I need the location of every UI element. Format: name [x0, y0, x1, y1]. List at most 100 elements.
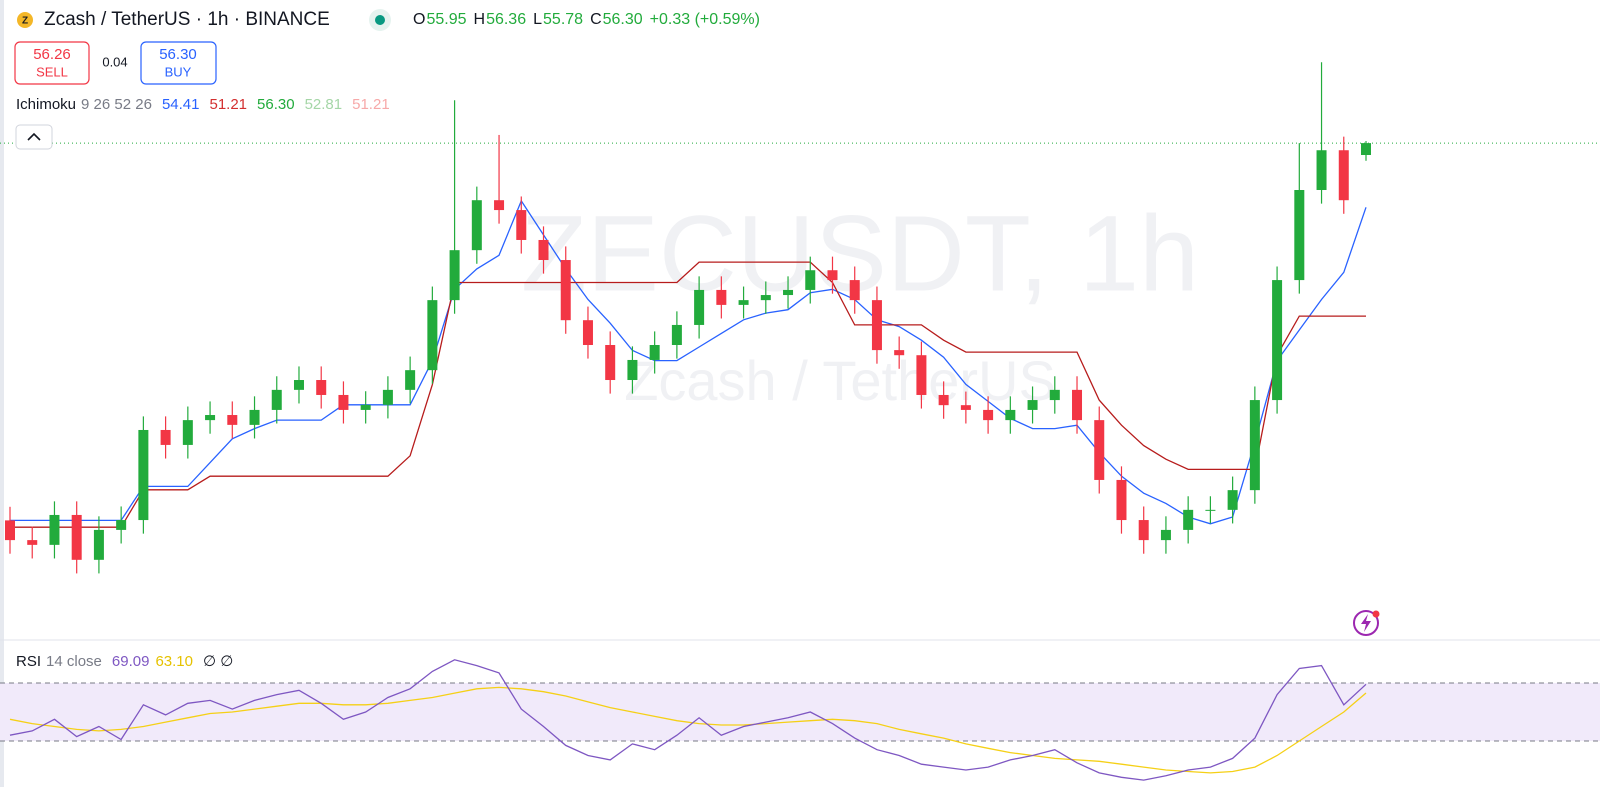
candle-body — [671, 324, 682, 346]
candle-body — [471, 200, 482, 251]
sell-label[interactable]: SELL — [36, 64, 68, 79]
indicator-extra: ∅ ∅ — [203, 653, 233, 670]
candle-body — [27, 540, 38, 545]
candle-body — [1027, 400, 1038, 410]
candle-body — [205, 415, 216, 421]
candle-body — [160, 429, 171, 445]
buy-label[interactable]: BUY — [165, 64, 192, 79]
symbol-title: Zcash / TetherUS · 1h · BINANCE — [44, 9, 330, 30]
candle-body — [760, 295, 771, 301]
indicator-name: RSI — [16, 653, 41, 670]
candle-body — [227, 415, 238, 425]
candle-body — [960, 405, 971, 410]
watermark-symbol: ZECUSDT, 1h — [521, 193, 1199, 314]
candle-body — [1116, 479, 1127, 521]
indicator-name: Ichimoku — [16, 96, 76, 113]
collapse-button[interactable] — [15, 124, 53, 150]
candle-body — [1205, 509, 1216, 511]
candle-body — [783, 289, 794, 296]
candle-body — [1049, 389, 1060, 401]
spread: 0.04 — [102, 54, 127, 69]
indicator-value: 56.30 — [257, 96, 295, 113]
ohlc-label: L — [533, 11, 542, 28]
candle-body — [405, 370, 416, 390]
candle-body — [5, 520, 15, 541]
watermark-name: Zcash / TetherUS — [624, 349, 1056, 412]
candle-body — [1316, 150, 1327, 191]
ohlc-value: 55.78 — [543, 11, 583, 28]
candle-body — [1138, 520, 1149, 541]
candle-body — [1361, 143, 1371, 155]
candle-body — [1160, 529, 1171, 541]
candle-body — [93, 529, 104, 560]
candle-body — [560, 260, 571, 321]
indicator-value: 54.41 — [162, 96, 200, 113]
candle-body — [271, 389, 282, 410]
rsi-legend: RSI 14 close 69.09 63.10 ∅ ∅ — [16, 653, 233, 670]
indicator-line — [9, 659, 1367, 781]
ohlc-value: 56.30 — [603, 11, 643, 28]
indicator-value: 69.09 — [112, 653, 150, 670]
candle-body — [1338, 150, 1349, 201]
candle-body — [627, 359, 638, 381]
candle-body — [182, 420, 193, 445]
candle-body — [116, 520, 127, 530]
candle-body — [338, 394, 349, 410]
candle-body — [716, 289, 727, 305]
buy-price[interactable]: 56.30 — [159, 46, 197, 63]
sell-price[interactable]: 56.26 — [33, 46, 71, 63]
ohlc-legend: O 55.95 H 56.36 L 55.78 C 56.30 +0.33 (+0.59%) — [413, 11, 760, 28]
alert-icon[interactable] — [1353, 610, 1380, 636]
candle-body — [494, 200, 505, 211]
candle-body — [827, 270, 838, 281]
price-pane — [0, 62, 1600, 574]
candle-body — [738, 300, 749, 305]
ohlc-label: O — [413, 11, 425, 28]
candle-body — [605, 345, 616, 381]
candle-body — [293, 380, 304, 390]
candle-body — [516, 210, 527, 240]
candle-body — [1005, 409, 1016, 421]
candle-body — [1183, 509, 1194, 530]
candle-body — [382, 389, 393, 405]
candle-body — [1094, 420, 1105, 480]
indicator-line — [10, 199, 1367, 525]
candle-body — [49, 514, 60, 545]
candle-body — [1072, 389, 1083, 421]
indicator-line — [10, 261, 1366, 528]
candle-body — [849, 280, 860, 301]
candle-body — [1249, 400, 1260, 491]
candle-body — [249, 409, 260, 425]
candle-body — [805, 270, 816, 290]
indicator-value: 51.21 — [209, 96, 247, 113]
left-edge — [0, 0, 4, 787]
candle-body — [71, 514, 82, 560]
candle-body — [316, 380, 327, 395]
rsi-band — [0, 683, 1600, 741]
candle-body — [983, 409, 994, 421]
status-dot — [375, 15, 385, 25]
candle-body — [138, 429, 149, 521]
candle-body — [938, 394, 949, 406]
candle-body — [894, 350, 905, 356]
price-change: +0.33 (+0.59%) — [650, 11, 760, 28]
indicator-params: 14 close — [46, 653, 102, 670]
indicator-params: 9 26 52 26 — [81, 96, 152, 113]
candle-body — [1294, 190, 1305, 281]
indicator-line — [9, 686, 1367, 774]
candle-body — [582, 320, 593, 346]
buy-button[interactable]: 56.30 BUY — [140, 41, 217, 85]
candle-body — [427, 300, 438, 371]
candle-body — [916, 355, 927, 395]
ohlc-value: 55.95 — [426, 11, 466, 28]
symbol-icon: Z — [17, 12, 33, 28]
sell-button[interactable]: 56.26 SELL — [14, 41, 90, 85]
candle-body — [1272, 280, 1283, 401]
rsi-pane — [0, 659, 1600, 781]
candle-body — [360, 404, 371, 410]
candle-body — [694, 289, 705, 325]
candle-body — [449, 250, 460, 301]
